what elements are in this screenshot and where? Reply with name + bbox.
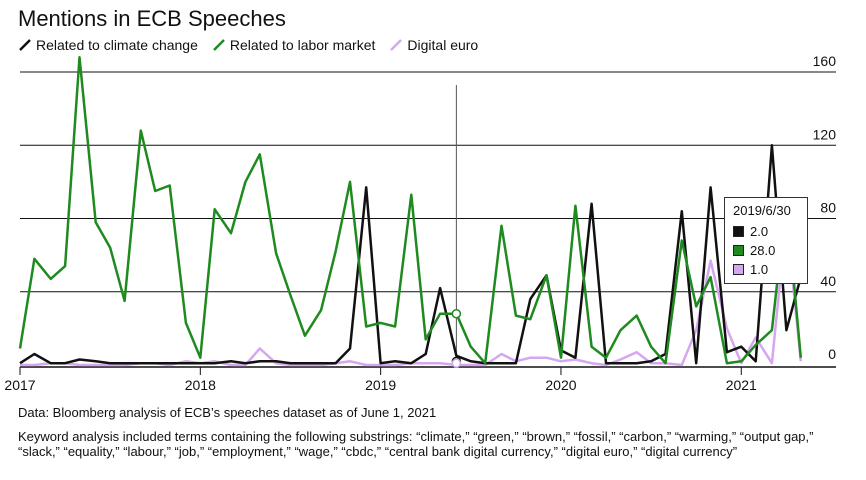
tooltip-date: 2019/6/30 (733, 203, 791, 218)
x-tick-label-2017: 2017 (4, 377, 35, 393)
tooltip-row-climate: 2.0 (733, 224, 801, 239)
legend-label-climate: Related to climate change (36, 37, 198, 53)
legend-item-climate[interactable]: Related to climate change (18, 37, 198, 53)
x-tick-label-2021: 2021 (726, 377, 757, 393)
hover-marker-digital (451, 358, 462, 368)
tooltip-value-labor: 28.0 (750, 243, 776, 258)
tooltip-swatch-digital (733, 264, 744, 275)
hover-marker-labor (451, 308, 462, 319)
x-tick-label-2020: 2020 (545, 377, 576, 393)
legend-line-icon-climate (19, 39, 31, 51)
y-tick-label-80: 80 (820, 200, 836, 216)
legend-item-digital[interactable]: Digital euro (389, 37, 478, 53)
legend-label-digital: Digital euro (407, 37, 479, 53)
tooltip-row-labor: 28.0 (733, 243, 801, 258)
x-tick-label-2019: 2019 (365, 377, 396, 393)
x-tick-label-2018: 2018 (185, 377, 216, 393)
hover-tooltip: 2019/6/30 2.0 28.0 1.0 (724, 197, 808, 284)
keyword-note: Keyword analysis included terms containi… (18, 429, 814, 459)
tooltip-swatch-climate (733, 226, 744, 237)
legend-item-labor[interactable]: Related to labor market (212, 37, 376, 53)
legend: Related to climate change Related to lab… (18, 37, 478, 53)
chart-title: Mentions in ECB Speeches (18, 6, 286, 31)
tooltip-value-climate: 2.0 (750, 224, 769, 239)
y-tick-label-160: 160 (813, 53, 837, 69)
series-line-climate (19, 144, 803, 365)
y-tick-label-0: 0 (828, 346, 836, 362)
source-note: Data: Bloomberg analysis of ECB’s speech… (18, 405, 437, 420)
series-line-labor (18, 56, 803, 365)
tooltip-value-digital: 1.0 (750, 262, 769, 277)
tooltip-swatch-labor (733, 245, 744, 256)
y-tick-label-40: 40 (820, 273, 836, 289)
legend-label-labor: Related to labor market (229, 37, 376, 53)
tooltip-row-digital: 1.0 (733, 262, 801, 277)
y-tick-label-120: 120 (813, 126, 837, 142)
legend-line-icon-labor (212, 39, 225, 51)
legend-line-icon-digital (390, 39, 403, 51)
